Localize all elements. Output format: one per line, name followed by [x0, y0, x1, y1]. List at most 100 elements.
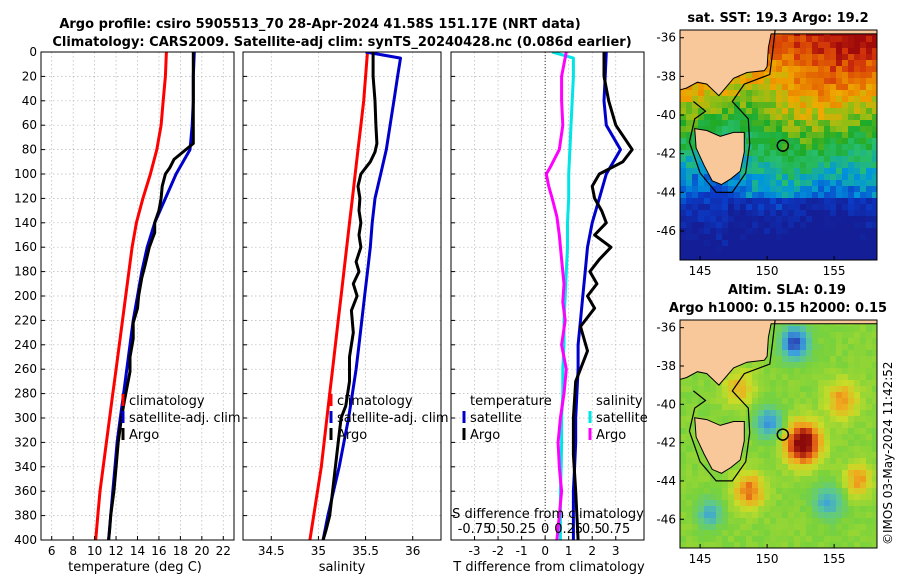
map-cell [866, 258, 873, 260]
map-cell [860, 120, 867, 127]
map-cell [842, 422, 849, 429]
map-cell [734, 84, 741, 91]
map-cell [746, 482, 753, 489]
map-cell [740, 362, 747, 369]
map-cell [710, 506, 717, 513]
map-cell [794, 332, 801, 339]
map-cell [680, 168, 687, 175]
map-cell [740, 386, 747, 393]
map-cell [782, 246, 789, 253]
map-cell [722, 416, 729, 423]
map-cell [680, 404, 687, 411]
map-cell [806, 482, 813, 489]
map-cell [812, 488, 819, 495]
map-cell [788, 228, 795, 235]
map-cell [752, 144, 759, 151]
map-cell [842, 180, 849, 187]
map-cell [734, 246, 741, 253]
map-cell [776, 66, 783, 73]
map-cell [698, 398, 705, 405]
map-cell [842, 42, 849, 49]
map-cell [710, 470, 717, 477]
map-cell [722, 518, 729, 525]
map-cell [692, 494, 699, 501]
map-cell [776, 398, 783, 405]
map-cell [764, 422, 771, 429]
map-cell [764, 512, 771, 519]
y-tick-label: 180 [14, 265, 37, 279]
map-cell [824, 162, 831, 169]
map-cell [752, 198, 759, 205]
map-cell [860, 228, 867, 235]
map-cell [788, 476, 795, 483]
figure-title: Argo profile: csiro 5905513_70 28-Apr-20… [59, 17, 580, 32]
map-cell [692, 192, 699, 199]
map-cell [830, 138, 837, 145]
map-cell [872, 434, 877, 441]
map-cell [860, 458, 867, 465]
map-cell [836, 362, 843, 369]
map-cell [788, 392, 795, 399]
map-cell [860, 380, 867, 387]
series-line-s-argo [544, 52, 568, 540]
map-cell [818, 84, 825, 91]
map-cell [740, 452, 747, 459]
map-cell [782, 78, 789, 85]
map-cell [830, 132, 837, 139]
map-cell [866, 186, 873, 193]
map-cell [752, 78, 759, 85]
map-cell [686, 180, 693, 187]
map-cell [692, 258, 699, 260]
map-cell [800, 96, 807, 103]
map-cell [746, 150, 753, 157]
map-cell [752, 398, 759, 405]
map-cell [770, 114, 777, 121]
map-cell [704, 494, 711, 501]
map-cell [758, 386, 765, 393]
map-cell [770, 518, 777, 525]
map-cell [842, 464, 849, 471]
map-cell [872, 422, 877, 429]
map-cell [740, 368, 747, 375]
x-tick-label: 35 [311, 544, 326, 558]
map-cell [842, 240, 849, 247]
map-cell [698, 180, 705, 187]
map-cell [794, 338, 801, 345]
map-cell [692, 102, 699, 109]
s-difference-tick-label: 0.5 [488, 522, 509, 537]
map-cell [770, 512, 777, 519]
map-cell [824, 240, 831, 247]
map-cell [872, 36, 877, 43]
map-cell [776, 210, 783, 217]
map-cell [866, 84, 873, 91]
map-cell [758, 84, 765, 91]
map-cell [740, 180, 747, 187]
map-cell [746, 198, 753, 205]
map-cell [770, 428, 777, 435]
map-cell [686, 240, 693, 247]
map-cell [686, 404, 693, 411]
map-cell [860, 216, 867, 223]
map-cell [866, 228, 873, 235]
map-cell [872, 380, 877, 387]
map-cell [698, 446, 705, 453]
map-cell [836, 240, 843, 247]
map-cell [818, 246, 825, 253]
map-cell [866, 72, 873, 79]
map-cell [848, 440, 855, 447]
map-cell [770, 464, 777, 471]
map-cell [800, 138, 807, 145]
map-cell [752, 374, 759, 381]
map-cell [704, 252, 711, 259]
map-cell [866, 356, 873, 363]
map-cell [764, 488, 771, 495]
map-cell [692, 398, 699, 405]
map-cell [806, 138, 813, 145]
map-cell [824, 198, 831, 205]
map-cell [842, 458, 849, 465]
map-cell [740, 380, 747, 387]
map-cell [818, 464, 825, 471]
map-cell [698, 186, 705, 193]
map-cell [740, 476, 747, 483]
map-cell [704, 386, 711, 393]
